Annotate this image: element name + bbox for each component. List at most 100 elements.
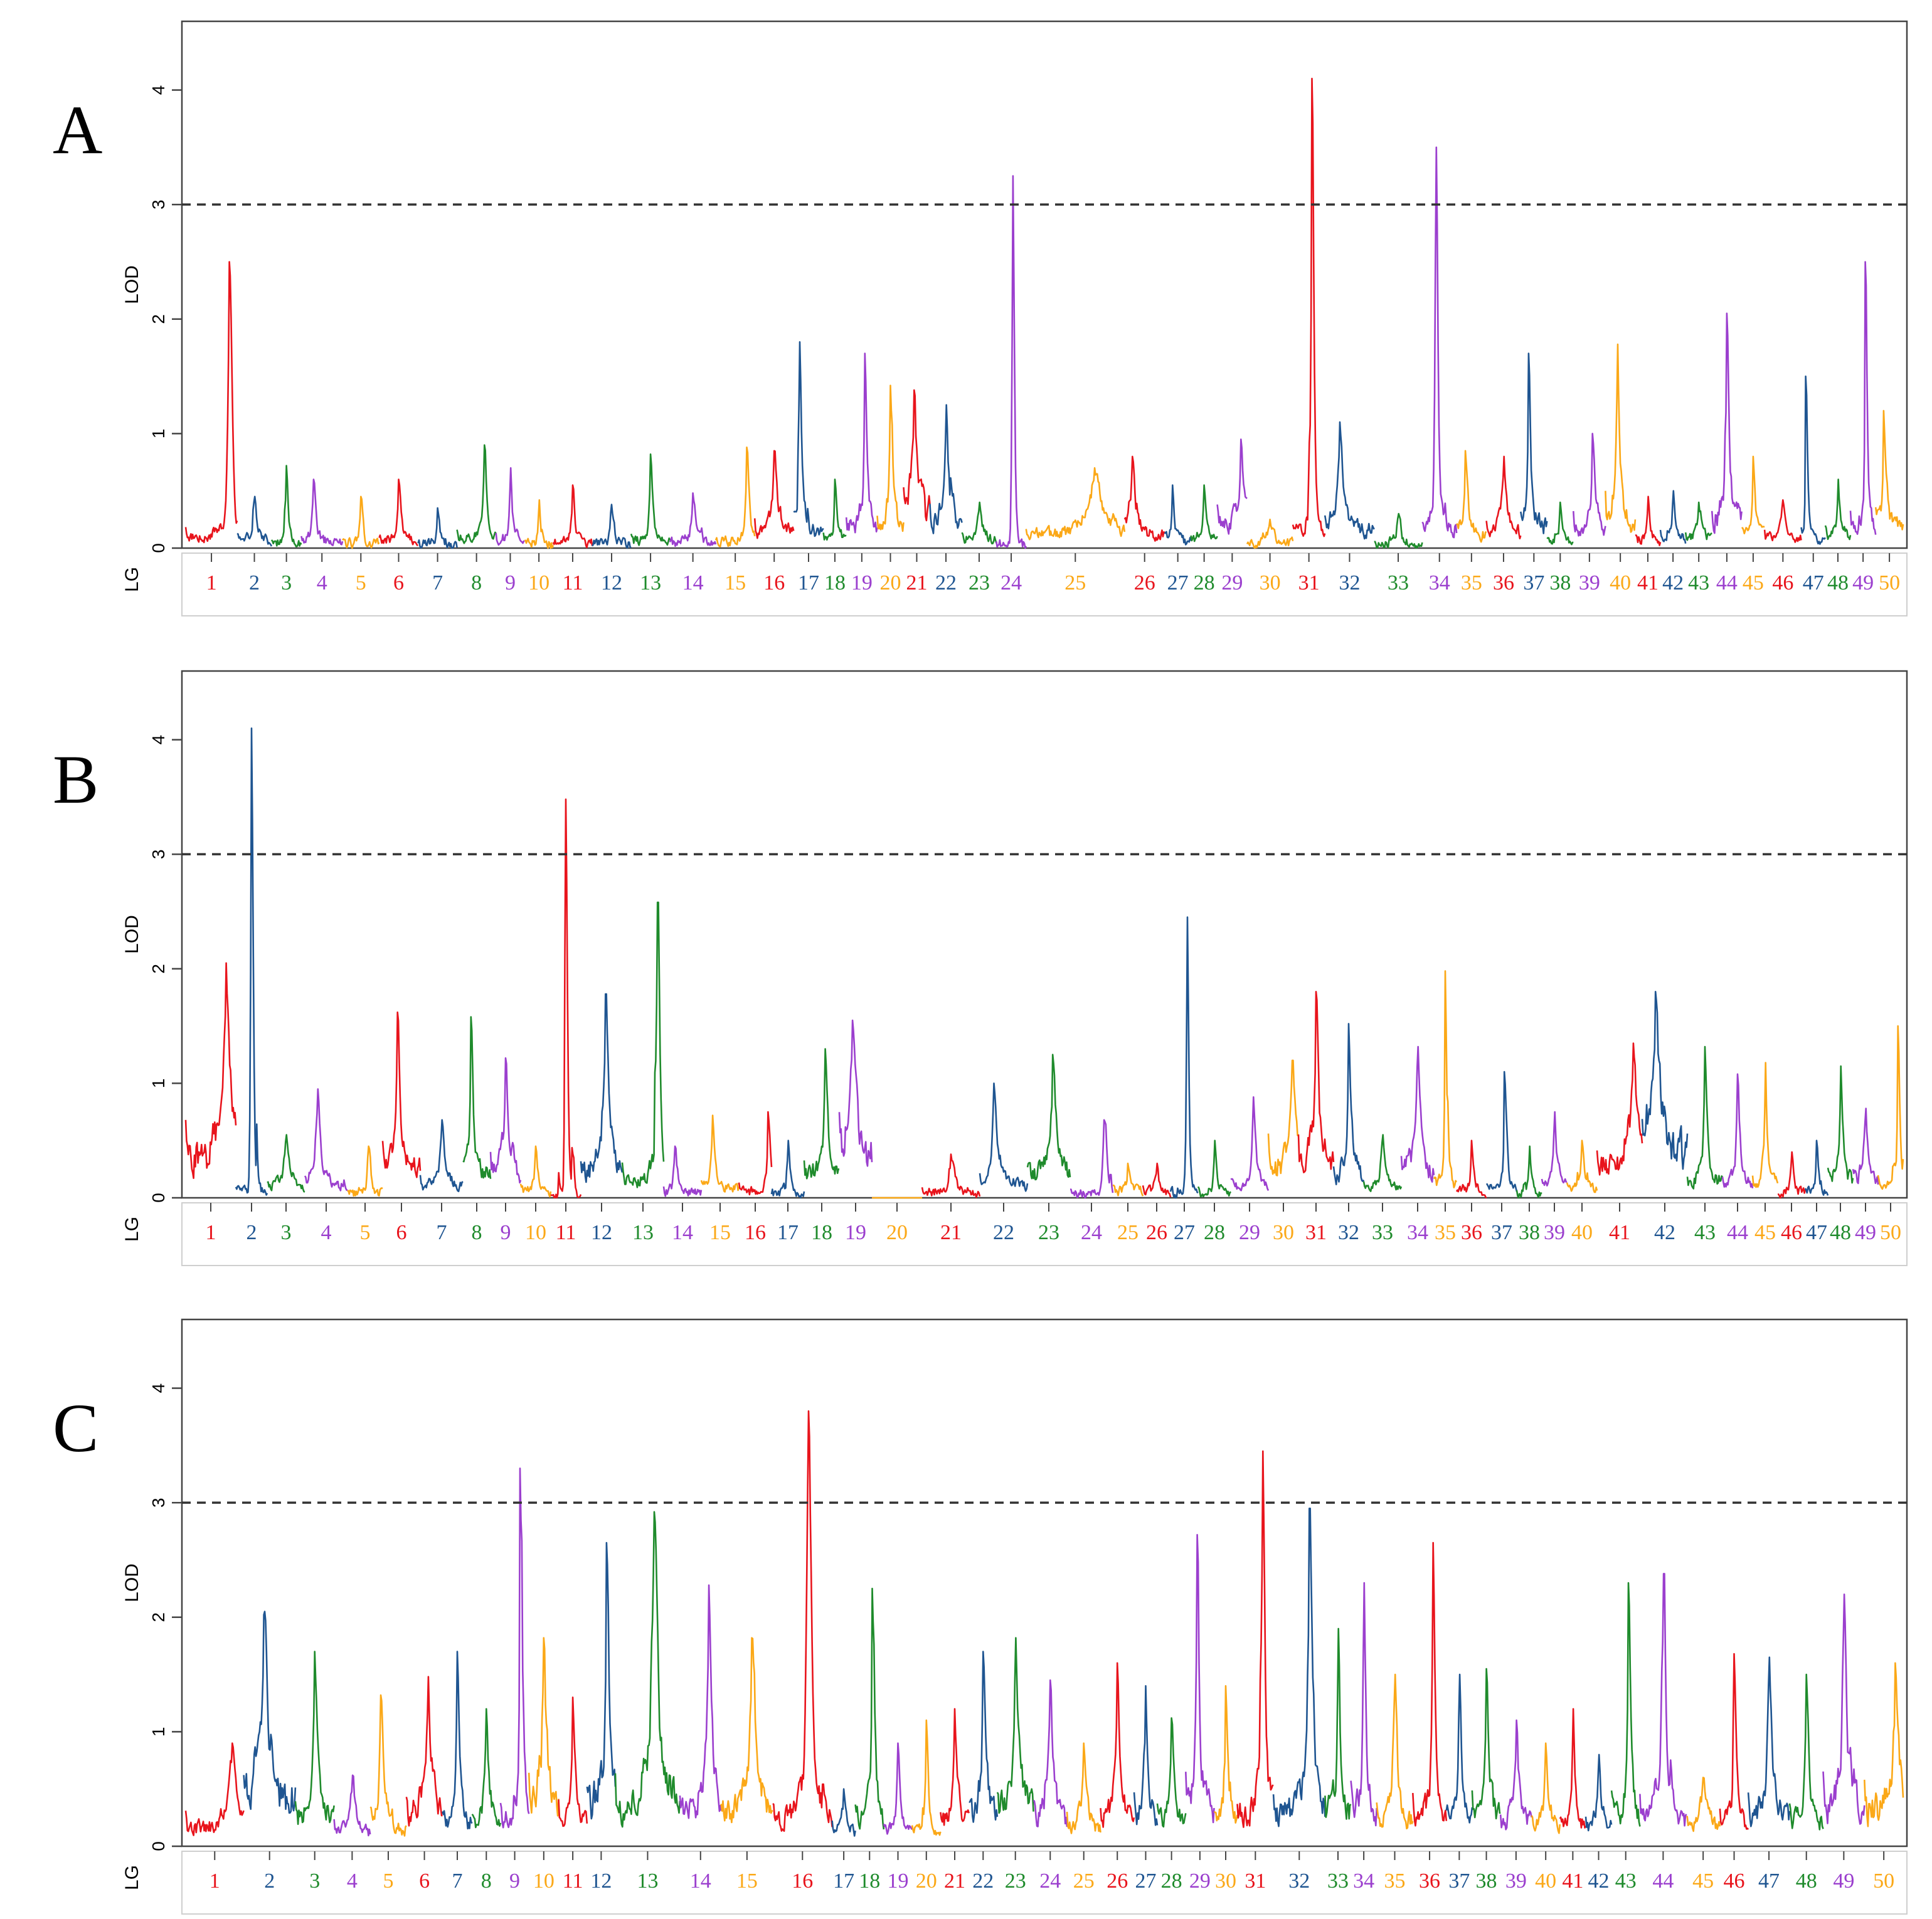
lg-label: 11 — [556, 1221, 576, 1244]
lod-curve-lg-29 — [1185, 1534, 1215, 1824]
lod-curve-lg-5 — [369, 1694, 407, 1837]
lg-label: 37 — [1448, 1869, 1470, 1893]
lg-label: 32 — [1338, 1221, 1359, 1244]
lod-curve-lg-40 — [1566, 1139, 1598, 1193]
lg-label: 6 — [393, 571, 404, 595]
lod-curve-lg-43 — [1610, 1582, 1641, 1827]
lod-curve-lg-29 — [1216, 438, 1248, 535]
lod-curve-lg-29 — [1230, 1096, 1270, 1192]
lg-label: 50 — [1873, 1869, 1894, 1893]
lod-curve-lg-31 — [1297, 991, 1335, 1173]
lod-curve-lg-44 — [1639, 1573, 1687, 1827]
lg-label: 14 — [672, 1221, 693, 1244]
lg-label: 13 — [637, 1869, 658, 1893]
lod-curve-lg-15 — [714, 447, 756, 547]
lod-curve-lg-16 — [772, 1410, 833, 1832]
lod-curve-lg-35 — [1456, 450, 1487, 543]
lg-label: 35 — [1384, 1869, 1406, 1893]
lg-label: 40 — [1571, 1221, 1593, 1244]
lod-curve-lg-6 — [405, 1676, 443, 1827]
lg-label: 2 — [264, 1869, 275, 1893]
lod-curve-lg-2 — [236, 495, 273, 547]
lg-label: 19 — [888, 1869, 909, 1893]
lod-curve-lg-1 — [184, 261, 238, 544]
lg-label: 47 — [1758, 1869, 1780, 1893]
lod-curve-lg-32 — [1324, 421, 1375, 540]
lod-curve-lg-8 — [462, 1016, 492, 1179]
lod-curve-lg-13 — [630, 453, 671, 546]
lod-curve-lg-31 — [1236, 1450, 1274, 1828]
lg-label: 20 — [879, 571, 901, 595]
lod-curve-lg-39 — [1541, 1111, 1568, 1187]
lg-label: 20 — [916, 1869, 937, 1893]
lg-label: 27 — [1174, 1221, 1195, 1244]
lod-curve-lg-26 — [1142, 1162, 1172, 1198]
lg-label: 22 — [935, 571, 957, 595]
lod-curve-lg-27 — [1164, 484, 1192, 546]
lod-curve-lg-36 — [1455, 1139, 1487, 1199]
panel-letter: B — [53, 741, 98, 818]
lg-label: 48 — [1796, 1869, 1817, 1893]
lg-label: 47 — [1803, 571, 1824, 595]
lg-label: 18 — [824, 571, 846, 595]
x-axis-title: LG — [122, 567, 142, 592]
lg-label: 25 — [1064, 571, 1086, 595]
y-axis: 0 1 2 3 4 — [149, 1383, 182, 1851]
lod-curve-lg-47 — [1747, 1656, 1791, 1827]
y-tick-label: 4 — [149, 85, 168, 95]
plot-frame — [181, 1318, 1908, 1848]
lod-curve-lg-17 — [831, 1788, 856, 1837]
y-tick-label: 2 — [149, 964, 168, 974]
lod-curve-lg-17 — [793, 341, 824, 537]
lg-label: 28 — [1161, 1869, 1182, 1893]
lod-curve-lg-34 — [1421, 146, 1458, 539]
lg-label: 17 — [798, 571, 819, 595]
plot-frame — [181, 20, 1908, 549]
lg-label: 2 — [247, 1221, 257, 1244]
lod-curve-lg-20 — [876, 384, 905, 532]
lg-label: 36 — [1461, 1221, 1482, 1244]
lg-label: 26 — [1134, 571, 1155, 595]
lod-curve-lg-30 — [1246, 519, 1294, 549]
lod-curve-lg-27 — [1133, 1685, 1159, 1826]
lg-label: 40 — [1610, 571, 1631, 595]
lg-label: 37 — [1491, 1221, 1512, 1244]
lod-curve-lg-28 — [1156, 1717, 1187, 1828]
lg-label: 9 — [509, 1869, 520, 1893]
lg-label: 27 — [1167, 571, 1189, 595]
lg-label: 46 — [1772, 571, 1793, 595]
lg-label: 3 — [281, 1221, 292, 1244]
lg-label: 4 — [347, 1869, 358, 1893]
lg-label: 5 — [356, 571, 366, 595]
lod-curve-lg-49 — [1852, 1108, 1879, 1185]
lg-label: 18 — [859, 1869, 880, 1893]
lod-curve-lg-34 — [1350, 1582, 1377, 1827]
lod-curve-lg-28 — [1197, 1139, 1232, 1198]
panel-letter: C — [53, 1390, 98, 1466]
lod-curve-lg-39 — [1573, 433, 1606, 537]
lod-curve-lg-11 — [550, 798, 582, 1198]
lod-curve-lg-2 — [235, 727, 268, 1196]
lg-label: 30 — [1273, 1221, 1294, 1244]
lg-label: 25 — [1073, 1869, 1095, 1893]
lod-curve-lg-2 — [243, 1610, 297, 1814]
lod-curve-lg-9 — [489, 1057, 522, 1184]
lod-curve-lg-31 — [1292, 78, 1326, 537]
lg-label: 49 — [1833, 1869, 1854, 1893]
y-axis: 0 1 2 3 4 — [149, 735, 182, 1203]
lod-curve-lg-43 — [1684, 501, 1712, 541]
lg-label: 2 — [249, 571, 260, 595]
lod-curve-lg-48 — [1827, 1065, 1854, 1184]
lod-curve-lg-19 — [845, 352, 878, 534]
lod-series — [184, 1410, 1904, 1837]
lod-curve-lg-22 — [979, 1082, 1029, 1192]
lod-curve-lg-48 — [1788, 1673, 1824, 1831]
y-axis-title: LOD — [122, 915, 142, 954]
lod-curve-lg-28 — [1190, 484, 1218, 542]
lod-curve-lg-47 — [1804, 1139, 1829, 1196]
lod-curve-lg-25 — [1066, 1742, 1101, 1834]
lg-label: 34 — [1407, 1221, 1428, 1244]
lg-label: 12 — [601, 571, 622, 595]
lg-label: 11 — [563, 1869, 583, 1893]
